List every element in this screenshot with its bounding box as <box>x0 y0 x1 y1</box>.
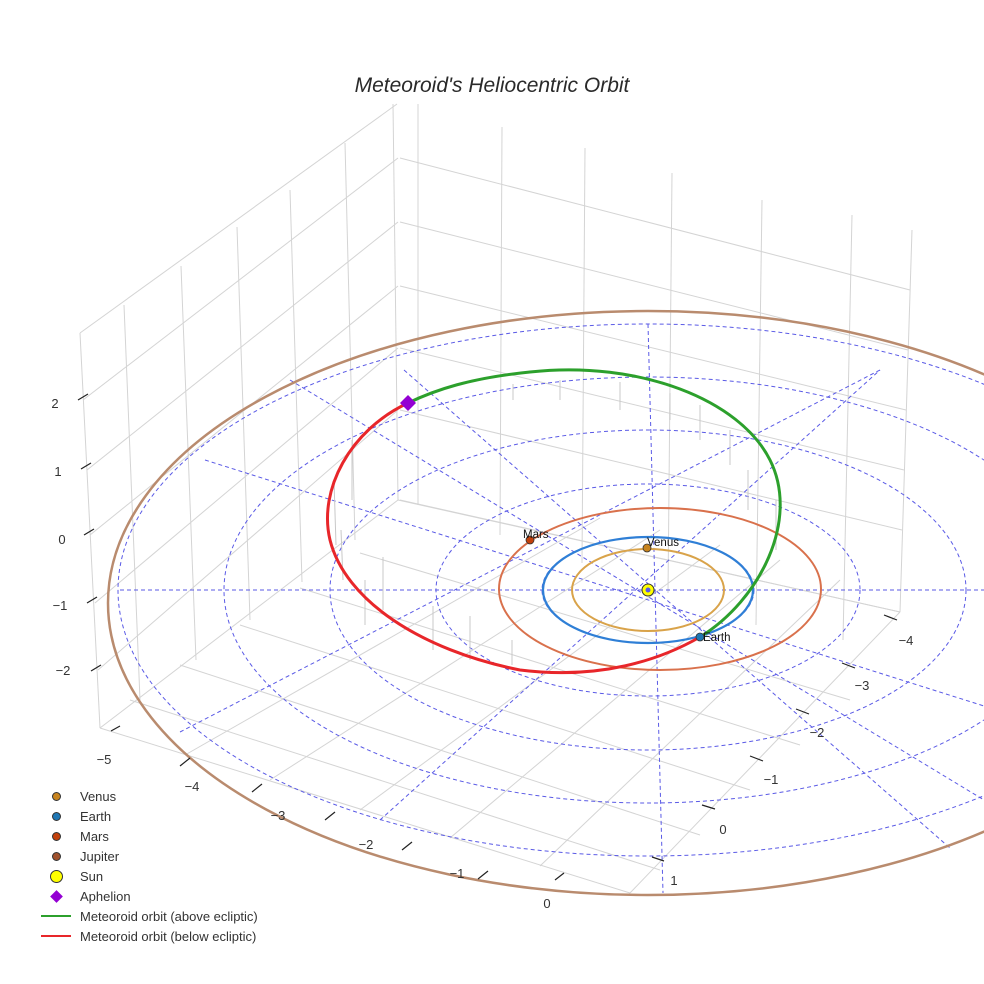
x-axis-tick-label: −5 <box>97 752 112 767</box>
legend-item-jupiter[interactable]: Jupiter <box>36 846 258 866</box>
z-axis-tick-label: 1 <box>54 464 61 479</box>
x-axis-tick-label: −4 <box>185 779 200 794</box>
chart-title: Meteoroid's Heliocentric Orbit <box>354 74 630 97</box>
reference-rings <box>117 323 984 894</box>
x-axis-tick-label: 0 <box>543 896 550 911</box>
y-axis-tick-label: −4 <box>899 633 914 648</box>
x-axis-tick-label: 1 <box>670 873 677 888</box>
mars-label: Mars <box>523 529 549 541</box>
legend-label: Jupiter <box>80 848 120 864</box>
circle-marker-icon <box>36 806 76 826</box>
legend-item-mars[interactable]: Mars <box>36 826 258 846</box>
legend-item-meteoroid-orbit-above-ecliptic[interactable]: Meteoroid orbit (above ecliptic) <box>36 906 258 926</box>
legend-item-aphelion[interactable]: Aphelion <box>36 886 258 906</box>
legend-item-sun[interactable]: Sun <box>36 866 258 886</box>
legend-label: Meteoroid orbit (above ecliptic) <box>80 908 258 924</box>
tick-marks <box>77 393 898 881</box>
tick-labels: 2 1 0 −1 −2 −5 −4 −3 −2 −1 0 1 −4 −3 −2 −1 0 <box>51 396 913 911</box>
earth-label: Earth <box>703 632 731 644</box>
y-axis-tick-label: 0 <box>719 822 726 837</box>
legend-item-earth[interactable]: Earth <box>36 806 258 826</box>
circle-marker-icon <box>36 786 76 806</box>
earth-orbit <box>541 535 755 645</box>
aphelion-marker[interactable] <box>400 395 416 411</box>
mars-marker[interactable] <box>525 535 535 545</box>
line-marker-icon <box>36 906 76 926</box>
meteoroid-orbit-below-ecliptic[interactable] <box>326 401 701 675</box>
y-axis-tick-label: −2 <box>810 725 825 740</box>
jupiter-orbit <box>106 309 984 897</box>
z-axis-tick-label: 0 <box>58 532 65 547</box>
legend-label: Mars <box>80 828 109 844</box>
grid-lines <box>79 103 913 894</box>
venus-label: Venus <box>647 537 679 549</box>
legend-item-meteoroid-orbit-below-ecliptic[interactable]: Meteoroid orbit (below ecliptic) <box>36 926 258 946</box>
legend-item-venus[interactable]: Venus <box>36 786 258 806</box>
x-axis-tick-label: −3 <box>271 808 286 823</box>
earth-marker[interactable] <box>695 632 705 642</box>
legend-label: Venus <box>80 788 117 804</box>
legend-label: Sun <box>80 868 104 884</box>
diamond-marker-icon <box>36 886 76 906</box>
circle-marker-icon <box>36 846 76 866</box>
drop-lines <box>333 380 777 665</box>
z-axis-tick-label: −2 <box>56 663 71 678</box>
x-axis-tick-label: −2 <box>359 837 374 852</box>
mars-orbit <box>498 507 822 671</box>
legend: Venus Earth Mars Jupiter Sun Aphelion Meteoroi… <box>36 786 258 946</box>
y-axis-tick-label: −1 <box>764 772 779 787</box>
z-axis-tick-label: −1 <box>53 598 68 613</box>
venus-marker[interactable] <box>642 543 652 553</box>
circle-marker-icon <box>36 826 76 846</box>
sun-marker[interactable] <box>641 583 655 597</box>
y-axis-tick-label: −3 <box>855 678 870 693</box>
z-axis-tick-label: 2 <box>51 396 58 411</box>
legend-label: Meteoroid orbit (below ecliptic) <box>80 928 257 944</box>
planet-orbits <box>106 309 984 897</box>
sun-marker-icon <box>36 866 76 886</box>
legend-label: Aphelion <box>80 888 131 904</box>
meteoroid-orbit-above-ecliptic[interactable] <box>407 368 782 639</box>
x-axis-tick-label: −1 <box>450 866 465 881</box>
legend-label: Earth <box>80 808 112 824</box>
line-marker-icon <box>36 926 76 946</box>
